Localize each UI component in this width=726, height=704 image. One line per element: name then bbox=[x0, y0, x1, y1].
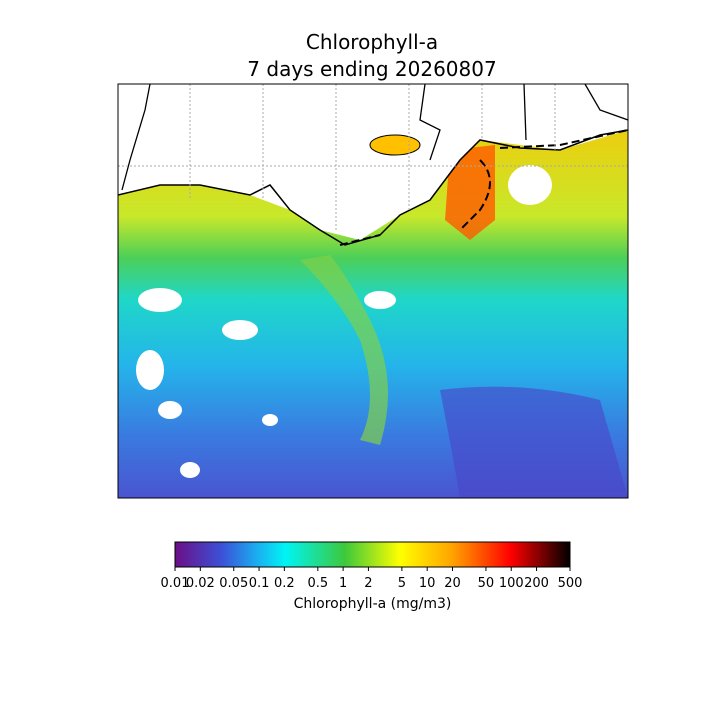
graticule bbox=[118, 84, 628, 230]
low-chl bbox=[440, 386, 628, 498]
colorbar-tick-label: 2 bbox=[364, 576, 372, 591]
colorbar-tick-label: 0.1 bbox=[249, 576, 270, 591]
colorbar-tick-label: 1 bbox=[339, 576, 347, 591]
border bbox=[419, 84, 441, 161]
colorbar-tick-label: 500 bbox=[558, 576, 583, 591]
colorbar-tick-label: 200 bbox=[524, 576, 549, 591]
colorbar-tick-label: 0.5 bbox=[307, 576, 328, 591]
colorbar-tick-label: 0.01 bbox=[161, 576, 190, 591]
land bbox=[118, 84, 628, 240]
lake bbox=[369, 134, 421, 156]
map-frame bbox=[117, 83, 629, 499]
title-line: 7 days ending 20260807 bbox=[247, 57, 496, 81]
colorbar-label: Chlorophyll-a (mg/m3) bbox=[294, 596, 452, 612]
colorbar-tick-label: 10 bbox=[419, 576, 436, 591]
colorbar bbox=[174, 541, 571, 568]
coastline bbox=[121, 84, 151, 191]
colorbar-tick-label: 0.05 bbox=[219, 576, 248, 591]
map bbox=[118, 84, 628, 498]
colorbar-tick-label: 20 bbox=[444, 576, 461, 591]
border bbox=[584, 84, 628, 121]
colorbar-tick-label: 5 bbox=[398, 576, 406, 591]
colorbar-tick-label: 100 bbox=[499, 576, 524, 591]
colorbar-tick-label: 0.2 bbox=[274, 576, 295, 591]
boundary bbox=[339, 129, 628, 246]
clouds bbox=[136, 165, 552, 478]
plume bbox=[300, 255, 388, 445]
border bbox=[523, 84, 527, 141]
colorbar-tick-label: 50 bbox=[478, 576, 495, 591]
colorbar-tick-label: 0.02 bbox=[186, 576, 215, 591]
title-line: Chlorophyll-a bbox=[306, 30, 438, 54]
high-chl bbox=[445, 145, 495, 240]
